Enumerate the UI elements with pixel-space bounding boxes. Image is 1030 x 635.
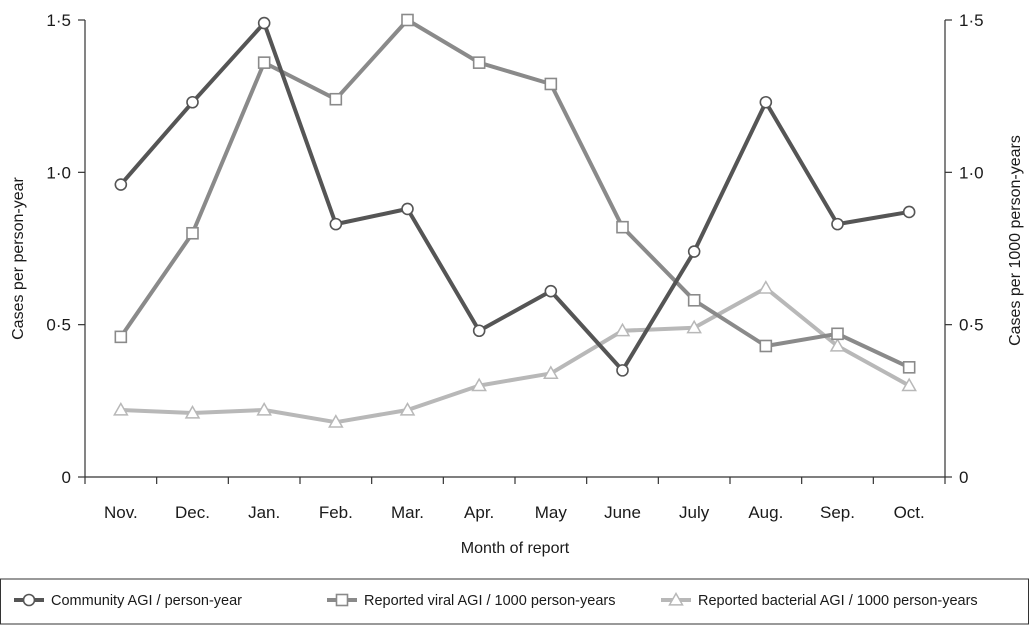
y-tick-label-left: 1·5: [46, 11, 71, 30]
y-tick-label-right: 1·5: [959, 11, 984, 30]
data-point: [114, 178, 128, 191]
series-layer: [113, 13, 917, 428]
y-tick-label-left: 1·0: [46, 163, 71, 182]
data-point: [902, 205, 916, 219]
data-point: [831, 217, 844, 231]
series-1: [114, 16, 916, 377]
y-tick-label-right: 0·5: [959, 316, 984, 335]
x-tick-label: July: [679, 503, 710, 522]
y-tick-label-left: 0·5: [46, 316, 71, 335]
x-axis-title: Month of report: [461, 540, 570, 557]
data-point: [113, 401, 129, 416]
data-point: [401, 202, 414, 216]
data-point: [257, 56, 271, 69]
data-point: [831, 327, 844, 341]
legend-swatch-marker: [335, 593, 349, 607]
data-point: [329, 217, 343, 231]
data-point: [686, 319, 702, 334]
x-tick-label: June: [604, 503, 641, 522]
series-2: [114, 13, 916, 374]
y-axis-title-left: Cases per person-year: [10, 176, 27, 339]
legend-label: Reported viral AGI / 1000 person-years: [364, 593, 615, 609]
legend-label: Community AGI / person-year: [51, 593, 242, 609]
data-point: [256, 401, 272, 416]
legend-swatch-marker: [668, 591, 684, 606]
y-tick-label-right: 1·0: [959, 163, 984, 182]
data-point: [399, 401, 416, 416]
data-point: [759, 95, 773, 109]
data-point: [901, 377, 917, 392]
data-point: [614, 322, 631, 337]
data-point: [687, 293, 701, 307]
data-point: [687, 245, 701, 258]
data-point: [829, 337, 846, 352]
data-point: [472, 56, 486, 69]
data-point: [544, 77, 558, 91]
legend-item-2: Reported viral AGI / 1000 person-years: [327, 593, 615, 609]
x-tick-label: Jan.: [248, 503, 280, 522]
x-tick-label: Nov.: [104, 503, 138, 522]
data-point: [543, 365, 559, 380]
axes: [84, 20, 946, 478]
data-point: [544, 284, 558, 298]
y-axis-title-right: Cases per 1000 person-years: [1007, 135, 1024, 346]
data-point: [758, 280, 774, 294]
data-point: [329, 92, 343, 106]
x-tick-label: Dec.: [175, 503, 210, 522]
data-point: [328, 414, 344, 428]
data-point: [184, 405, 201, 419]
y-tick-label-right: 0: [959, 468, 968, 487]
legend: Community AGI / person-year Reported vira…: [0, 578, 1029, 625]
y-tick-label-left: 0: [62, 468, 71, 487]
data-point: [472, 324, 486, 338]
series-line-3: [120, 286, 911, 425]
legend-swatch-marker: [22, 593, 36, 607]
data-point: [471, 377, 487, 392]
x-tick-label: May: [535, 503, 568, 522]
data-point: [759, 339, 773, 353]
legend-item-3: Reported bacterial AGI / 1000 person-yea…: [661, 591, 978, 609]
data-point: [114, 330, 128, 344]
series-3: [113, 280, 917, 428]
ticks: 0 0 0·5 0·5 1·0 1·0 1·5 1·5 Nov. Dec. Jan. Feb. Mar.…: [46, 11, 983, 522]
data-point: [616, 364, 629, 377]
data-point: [616, 220, 629, 234]
x-tick-label: Aug.: [748, 503, 783, 522]
legend-label: Reported bacterial AGI / 1000 person-yea…: [698, 593, 978, 609]
x-tick-label: Feb.: [319, 503, 353, 522]
x-tick-label: Apr.: [464, 503, 494, 522]
series-line-1: [119, 21, 910, 373]
series-line-2: [119, 18, 911, 370]
data-point: [401, 13, 414, 27]
data-point: [902, 361, 916, 374]
x-tick-label: Oct.: [894, 503, 925, 522]
data-point: [186, 95, 199, 109]
x-tick-label: Sep.: [820, 503, 855, 522]
legend-item-1: Community AGI / person-year: [14, 593, 242, 609]
data-point: [186, 226, 199, 240]
data-point: [257, 16, 271, 30]
legend-box: [0, 578, 1029, 625]
x-tick-label: Mar.: [391, 503, 424, 522]
